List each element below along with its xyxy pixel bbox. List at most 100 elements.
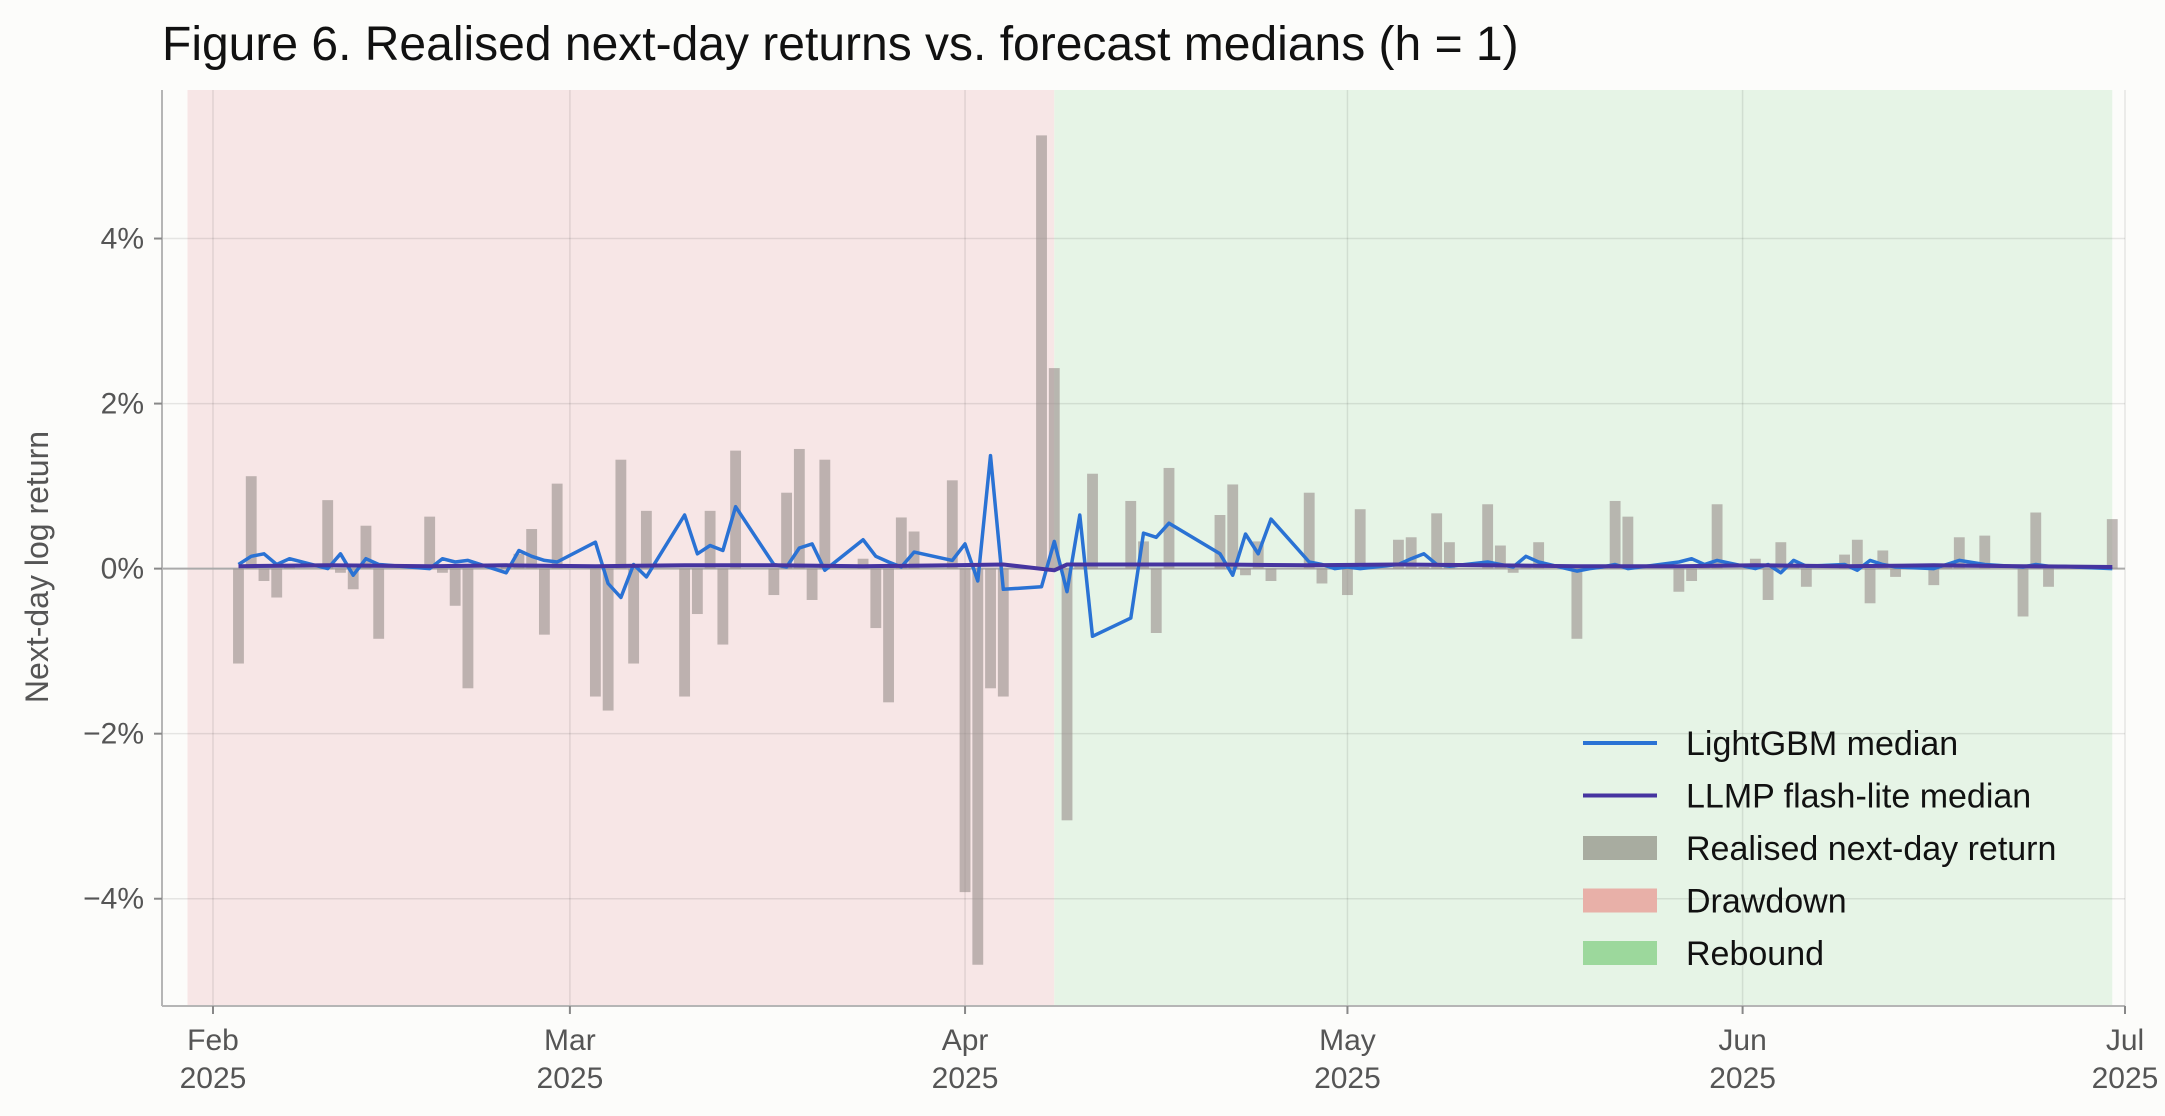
- return-bar: [335, 568, 346, 573]
- return-bar: [819, 459, 831, 569]
- shaded-regions: [187, 90, 2113, 1006]
- return-bar: [526, 529, 538, 569]
- median-lines: [237, 453, 2113, 639]
- axes: 4% 2% 0% −2% −4% Feb 2025 Mar 2025 Apr 2025 May 2025…: [83, 90, 2158, 1095]
- return-bar: [462, 568, 474, 689]
- return-bar: [997, 568, 1009, 697]
- return-bar: [360, 525, 372, 569]
- return-bar: [2106, 519, 2118, 569]
- x-tick-label-year: 2025: [180, 1062, 247, 1095]
- return-bar: [768, 568, 780, 596]
- return-bar: [870, 568, 882, 629]
- return-bar: [2030, 512, 2042, 569]
- return-bar: [233, 568, 244, 664]
- return-bar: [1061, 568, 1073, 821]
- return-bar: [602, 568, 614, 711]
- return-bar: [857, 558, 869, 569]
- return-bar: [271, 568, 283, 598]
- y-tick-label: 4%: [101, 223, 144, 256]
- return-bar: [1800, 568, 1812, 587]
- return-bar: [258, 568, 270, 582]
- x-tick-label-month: Apr: [942, 1024, 989, 1057]
- return-bar: [1227, 484, 1239, 569]
- return-bar: [1074, 564, 1086, 569]
- legend: LightGBM median LLMP flash-lite median Rea…: [1583, 725, 2056, 973]
- legend-swatch-patch: [1583, 836, 1657, 860]
- return-bar: [1444, 542, 1455, 569]
- return-bar: [895, 517, 907, 569]
- return-bar: [1533, 542, 1545, 569]
- return-bar: [1890, 568, 1901, 577]
- return-bar: [1048, 368, 1060, 569]
- return-bar: [1979, 535, 1991, 569]
- return-bar: [500, 566, 512, 569]
- x-tick-label-year: 2025: [932, 1062, 999, 1095]
- legend-label: Rebound: [1686, 935, 1824, 973]
- return-bar: [679, 568, 691, 697]
- return-bar: [1622, 516, 1634, 569]
- return-bar: [2043, 568, 2054, 587]
- return-bar: [793, 448, 805, 569]
- return-bar: [322, 500, 334, 569]
- return-bar: [1482, 504, 1494, 569]
- return-bar: [615, 459, 627, 569]
- return-bar: [1125, 500, 1137, 569]
- x-tick-label-year: 2025: [1314, 1062, 1381, 1095]
- return-bar: [1163, 467, 1175, 569]
- return-bar: [437, 568, 448, 573]
- return-bar: [1775, 542, 1787, 569]
- return-bars: [233, 135, 2118, 965]
- return-bar: [959, 568, 971, 893]
- return-bar: [1150, 568, 1162, 633]
- return-bar: [1303, 492, 1315, 569]
- return-bar: [806, 568, 818, 600]
- return-bar: [1354, 509, 1366, 569]
- return-bar: [1762, 568, 1774, 600]
- x-tick-label-year: 2025: [537, 1062, 604, 1095]
- return-bar: [538, 568, 550, 635]
- return-bar: [589, 568, 601, 697]
- x-tick-label-year: 2025: [2092, 1062, 2159, 1095]
- return-bar: [1494, 545, 1506, 569]
- return-bar: [1928, 568, 1940, 586]
- return-bar: [1711, 504, 1723, 569]
- x-tick-label-month: Jun: [1718, 1024, 1766, 1057]
- return-bar: [245, 476, 257, 569]
- return-bar: [1507, 568, 1519, 573]
- y-tick-label: 0%: [101, 553, 144, 586]
- return-bar: [1036, 135, 1047, 569]
- return-bar: [347, 568, 359, 590]
- legend-label: LightGBM median: [1686, 725, 1958, 763]
- return-bar: [640, 510, 652, 569]
- return-bar: [781, 492, 793, 569]
- lightgbm-median-line: [237, 453, 2113, 639]
- x-tick-label-month: Mar: [544, 1024, 596, 1057]
- x-tick-label-year: 2025: [1709, 1062, 1776, 1095]
- legend-label: Drawdown: [1686, 883, 1847, 921]
- return-bar: [1431, 513, 1443, 569]
- x-tick-label-month: May: [1319, 1024, 1376, 1057]
- return-bar: [513, 553, 525, 569]
- return-bar: [1405, 537, 1417, 569]
- return-bar: [1953, 537, 1965, 569]
- return-bar: [1673, 568, 1685, 592]
- return-bar: [883, 568, 894, 703]
- return-bar: [1087, 473, 1098, 569]
- legend-label: LLMP flash-lite median: [1686, 778, 2031, 816]
- return-bar: [373, 568, 385, 639]
- return-bar: [717, 568, 729, 645]
- return-bar: [1788, 566, 1800, 569]
- y-tick-label: 2%: [101, 388, 144, 421]
- y-tick-label: −2%: [83, 718, 144, 751]
- return-bar: [1393, 539, 1404, 569]
- return-bar: [424, 516, 436, 569]
- return-bar: [1609, 500, 1621, 569]
- legend-swatch-patch: [1583, 888, 1657, 913]
- y-axis-label: Next-day log return: [19, 431, 55, 703]
- return-bar: [1418, 566, 1430, 569]
- return-bar: [1864, 568, 1876, 604]
- return-bar: [1571, 568, 1583, 639]
- chart-title: Figure 6. Realised next-day returns vs. …: [162, 18, 1519, 71]
- return-bar: [1877, 550, 1889, 569]
